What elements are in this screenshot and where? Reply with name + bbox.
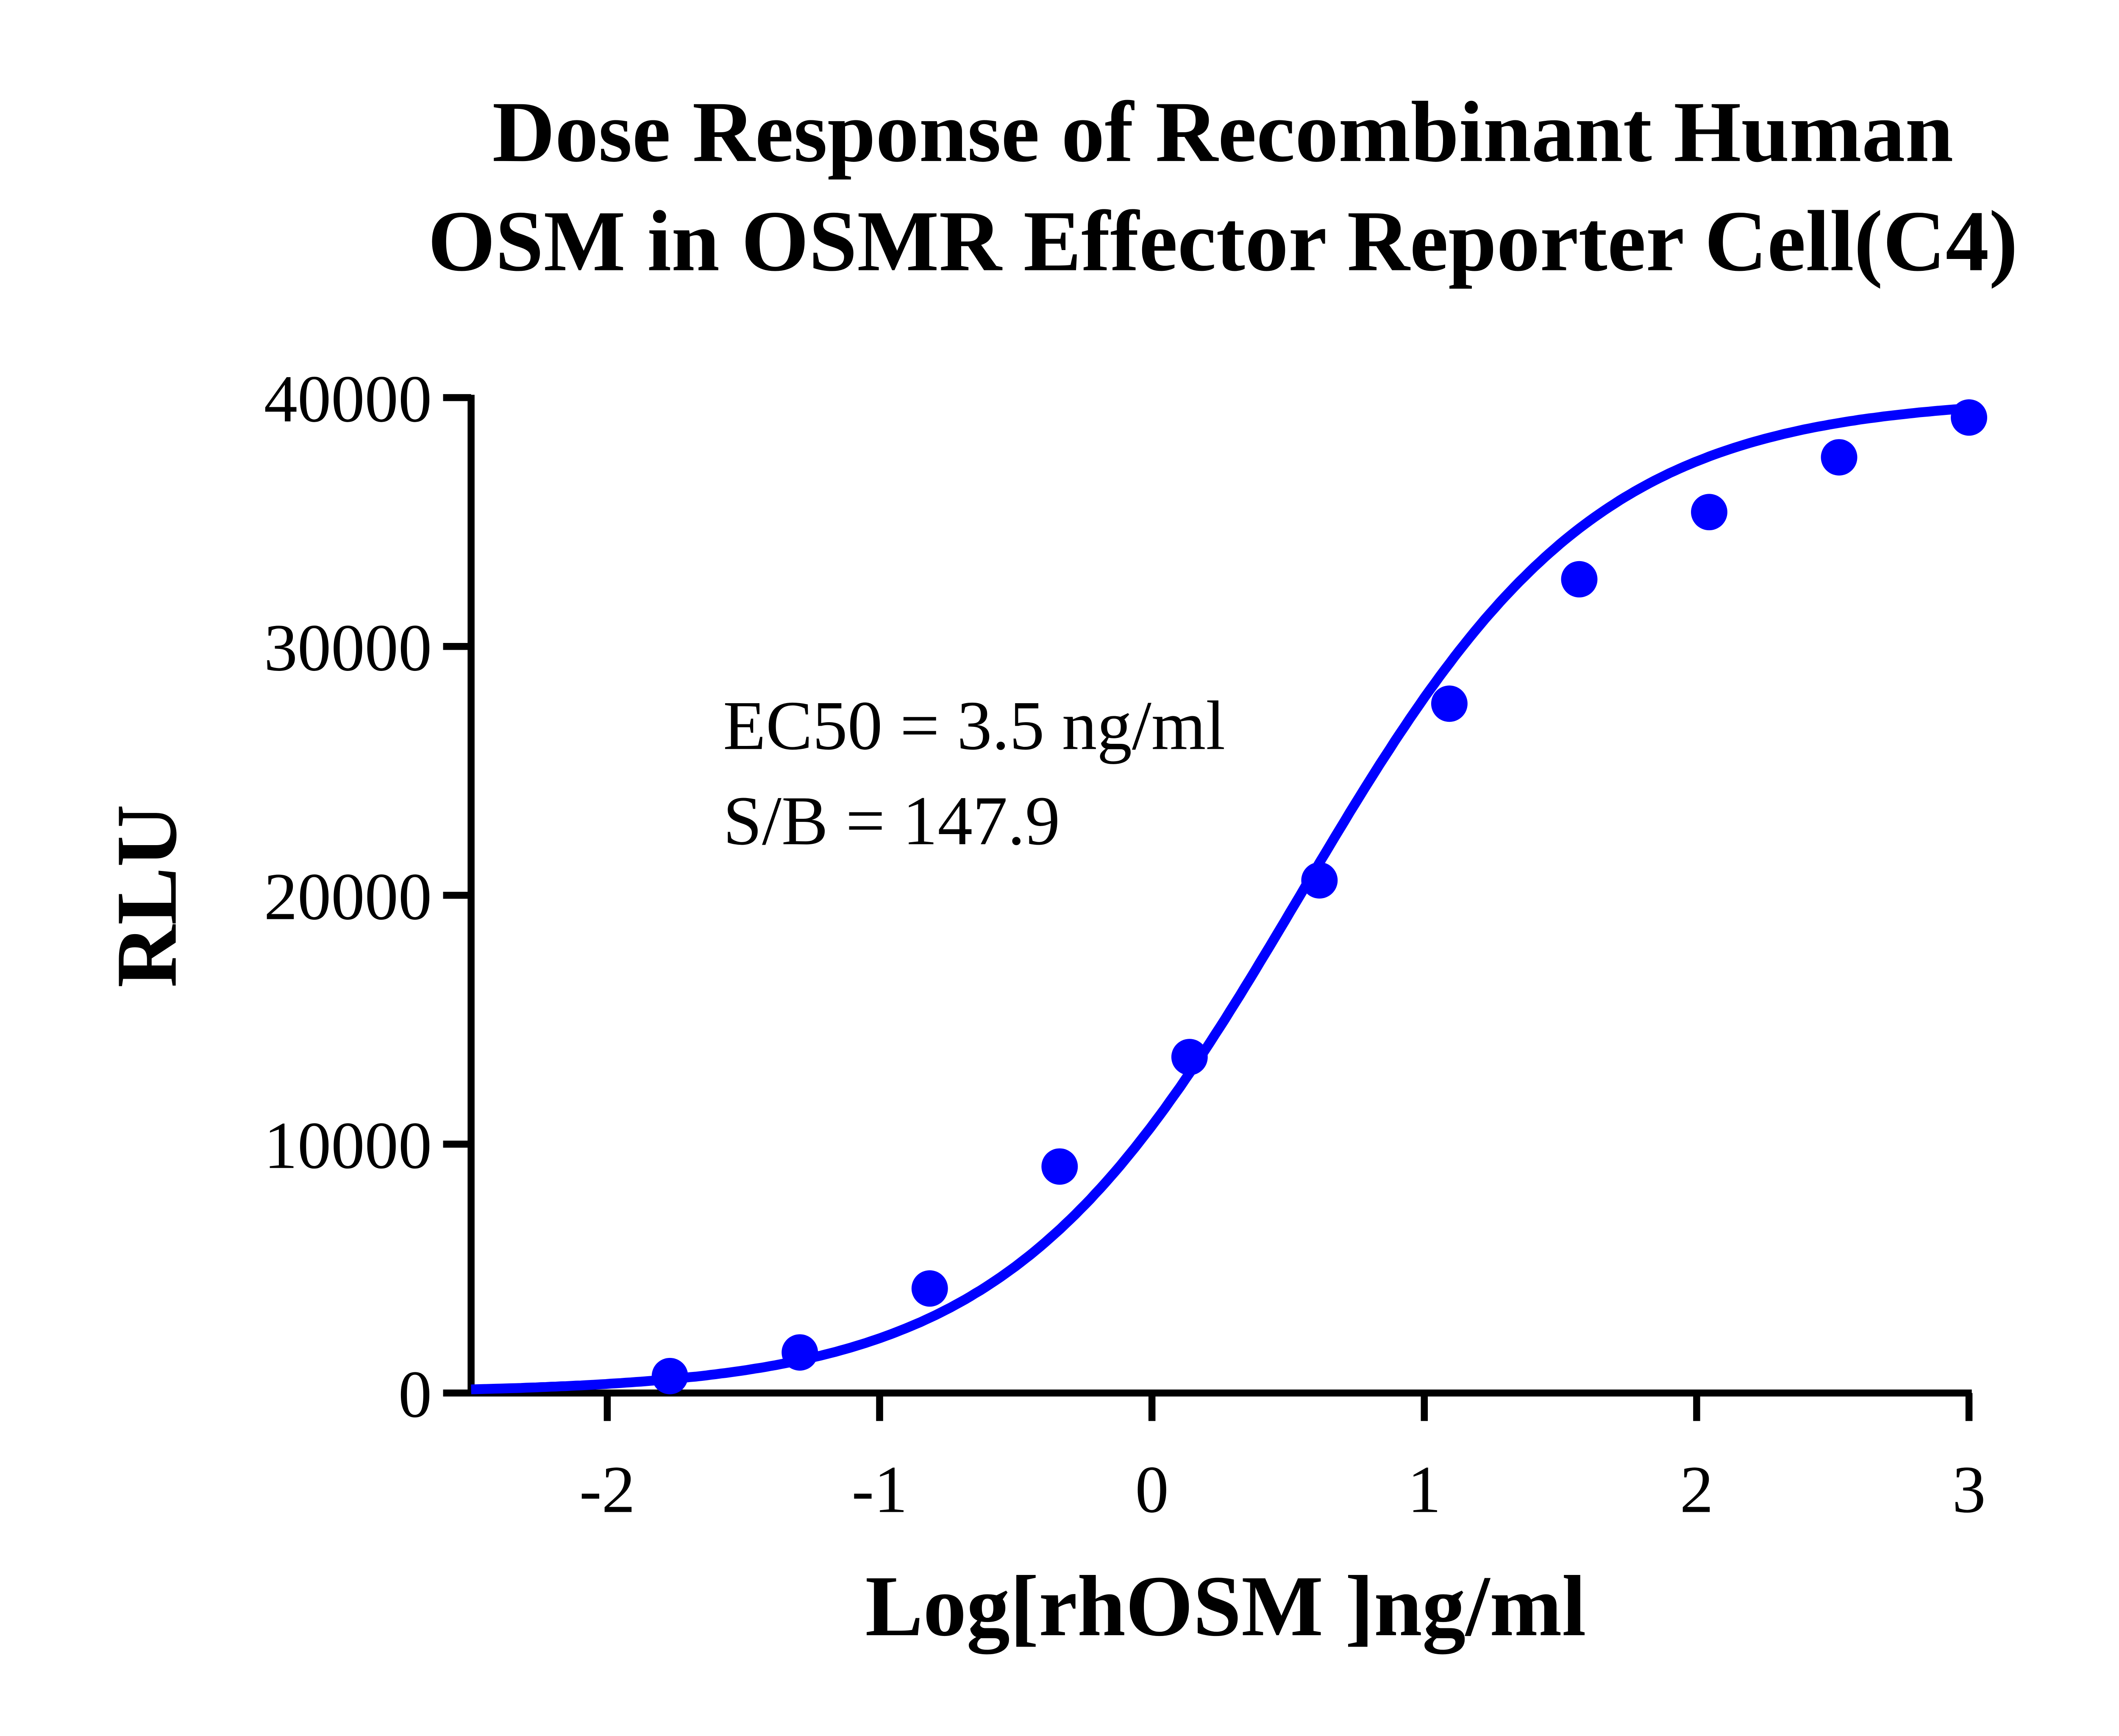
x-tick-label: 1: [1407, 1452, 1441, 1527]
data-point: [1691, 494, 1727, 531]
data-point: [1431, 685, 1468, 722]
data-marks: [471, 399, 1987, 1394]
chart-title-line-1: Dose Response of Recombinant Human: [492, 84, 1954, 180]
data-point: [1561, 561, 1598, 598]
data-point: [1821, 439, 1858, 476]
data-point: [1951, 399, 1987, 436]
axes: -2 -1 0 1 2 3 0 10000 20000 30000 40000: [264, 362, 1986, 1527]
y-tick-label: 0: [398, 1358, 432, 1432]
x-tick-label: -1: [851, 1452, 907, 1527]
y-axis-label: RLU: [99, 804, 195, 988]
x-tick-label: 2: [1680, 1452, 1713, 1527]
x-axis-label: Log[rhOSM ]ng/ml: [865, 1558, 1586, 1654]
ec50-annotation: EC50 = 3.5 ng/ml: [723, 687, 1225, 764]
fit-curve-line: [471, 403, 1970, 1394]
data-point: [781, 1334, 818, 1371]
chart-title-line-2: OSM in OSMR Effector Reporter Cell(C4): [428, 193, 2018, 289]
data-point: [651, 1358, 688, 1394]
x-tick-label: 3: [1952, 1452, 1986, 1527]
sb-annotation: S/B = 147.9: [723, 782, 1060, 860]
data-point: [1301, 862, 1338, 899]
x-tick-label: 0: [1135, 1452, 1169, 1527]
data-point: [1041, 1148, 1078, 1185]
data-point: [911, 1270, 948, 1307]
x-tick-label: -2: [579, 1452, 635, 1527]
data-point: [1171, 1039, 1208, 1076]
y-tick-label: 40000: [264, 362, 432, 436]
y-tick-label: 10000: [264, 1109, 432, 1183]
y-tick-label: 20000: [264, 860, 432, 934]
y-tick-label: 30000: [264, 611, 432, 685]
